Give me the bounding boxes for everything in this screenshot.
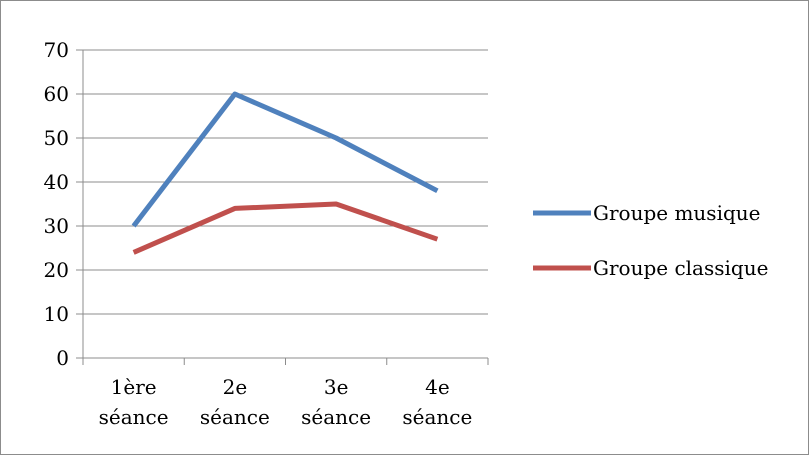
gridlines <box>83 50 488 314</box>
y-tick-label-50: 50 <box>44 126 69 150</box>
y-tick-label-30: 30 <box>44 214 69 238</box>
x-tick-label-line: 3e <box>324 375 349 399</box>
x-tick-label: 1ère séance <box>99 375 169 429</box>
x-tick-label-line: séance <box>99 405 169 429</box>
x-tick-label-line: 1ère <box>111 375 157 399</box>
series-lines <box>134 94 438 253</box>
y-tick-label-60: 60 <box>44 82 69 106</box>
legend: Groupe musique Groupe classique <box>533 201 768 280</box>
y-tick-label-10: 10 <box>44 302 69 326</box>
x-tick-label: 4e séance <box>402 375 472 429</box>
series-line-2 <box>134 204 438 252</box>
y-tick-label-40: 40 <box>44 170 69 194</box>
y-tick-label-70: 70 <box>44 38 69 62</box>
x-tick-label-line: séance <box>200 405 270 429</box>
x-tick-label-line: 2e <box>223 375 248 399</box>
y-axis-tick-labels: 0 10 20 30 40 50 60 70 <box>44 38 69 370</box>
y-tick-label-20: 20 <box>44 258 69 282</box>
x-tick-label: 3e séance <box>301 375 371 429</box>
legend-label-1: Groupe musique <box>593 201 760 225</box>
x-tick-label-line: séance <box>402 405 472 429</box>
x-axis-tick-labels: 1ère séance 2e séance 3e séance 4e séance <box>99 375 473 429</box>
x-tick-label-line: 4e <box>425 375 450 399</box>
y-tick-label-0: 0 <box>56 346 69 370</box>
x-tick-label-line: séance <box>301 405 371 429</box>
legend-label-2: Groupe classique <box>593 256 768 280</box>
x-tick-label: 2e séance <box>200 375 270 429</box>
